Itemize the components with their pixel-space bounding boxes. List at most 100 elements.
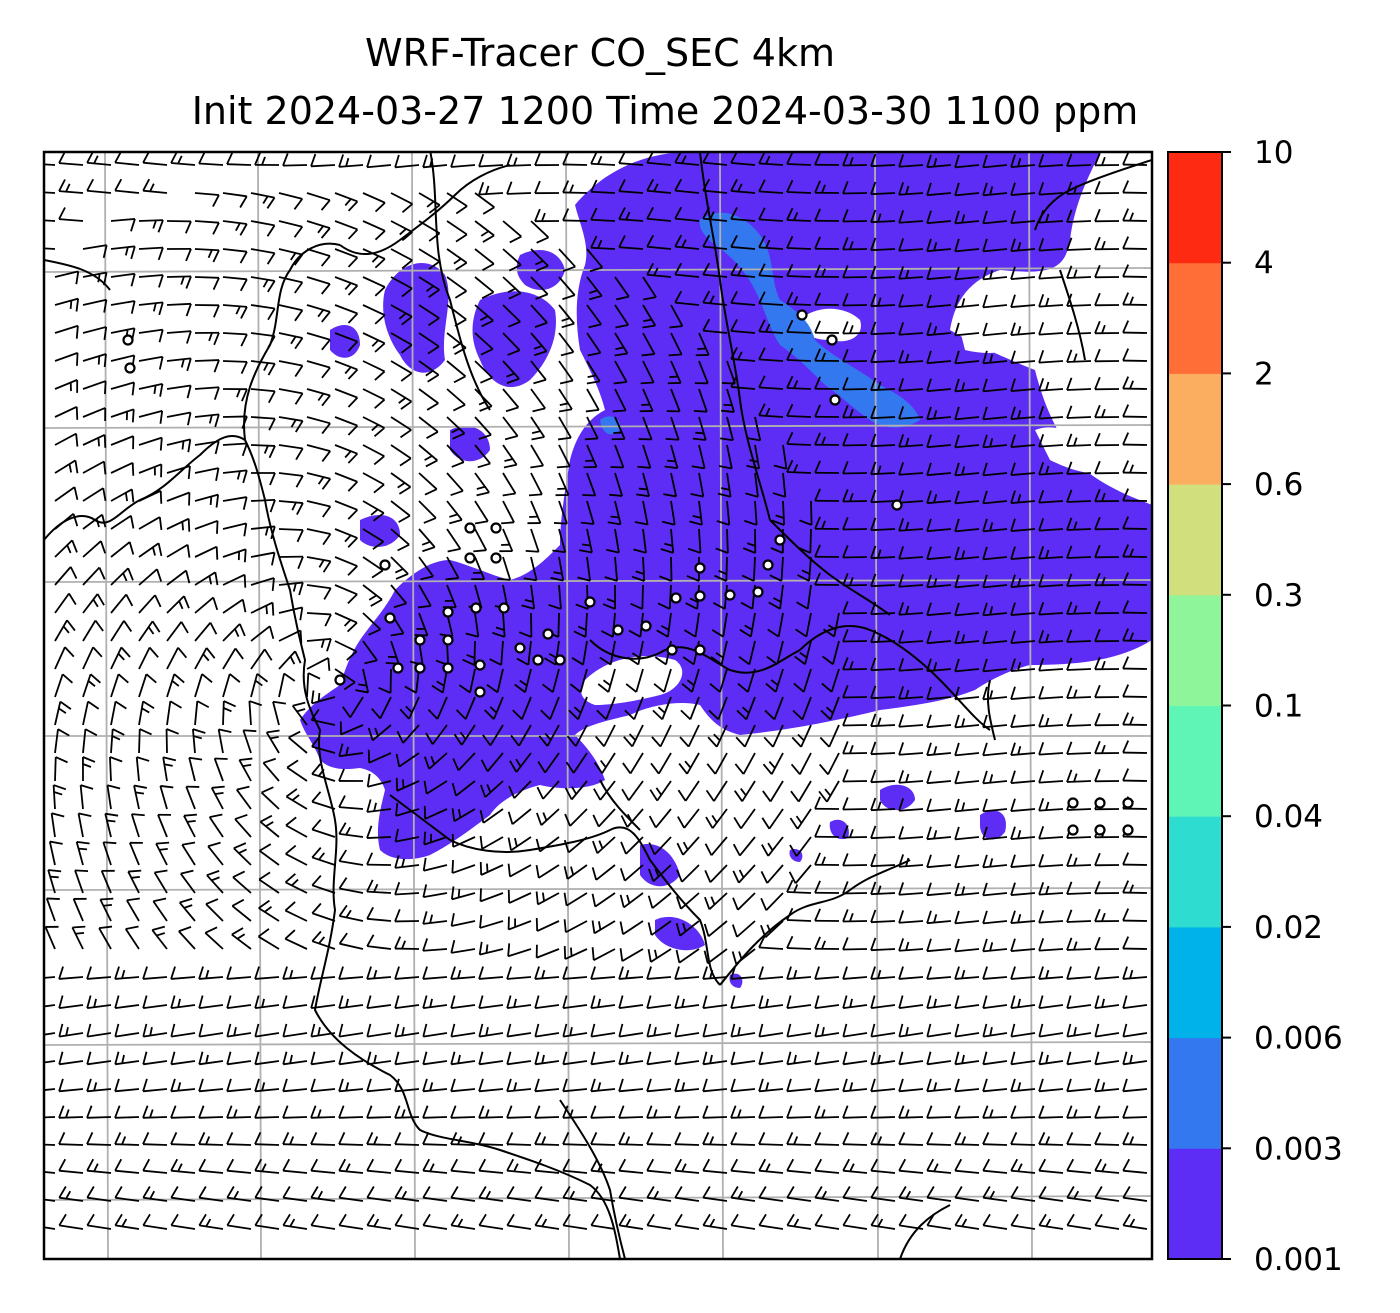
wind-barb xyxy=(1038,602,1064,616)
wind-barb xyxy=(106,784,121,810)
wind-barb xyxy=(683,612,700,638)
wind-barb xyxy=(198,1158,224,1174)
wind-barb xyxy=(338,1213,364,1230)
wind-barb xyxy=(814,404,840,418)
wind-barb xyxy=(580,500,595,525)
wind-barb xyxy=(982,462,1008,477)
wind-barb xyxy=(418,248,440,270)
wind-barb xyxy=(982,546,1008,561)
wind-barb xyxy=(138,489,163,504)
wind-barb xyxy=(954,210,980,225)
wind-barb xyxy=(222,304,248,319)
wind-barb xyxy=(1094,628,1120,643)
wind-barb xyxy=(306,672,321,698)
wind-barb xyxy=(636,472,650,498)
wind-barb xyxy=(870,1078,896,1093)
wind-barb xyxy=(474,276,495,300)
wind-barb xyxy=(674,178,700,194)
wind-barb xyxy=(198,1105,224,1119)
wind-barb xyxy=(226,966,252,980)
wind-barb xyxy=(663,472,678,498)
wind-barb xyxy=(250,416,276,431)
wind-barb xyxy=(954,658,980,673)
wind-barb xyxy=(535,944,560,959)
wind-barb xyxy=(138,728,152,754)
wind-barb xyxy=(138,673,157,698)
wind-barb xyxy=(898,1131,924,1146)
wind-barb xyxy=(390,444,412,467)
wind-barb xyxy=(982,658,1008,673)
wind-barb xyxy=(473,528,488,553)
wind-barb xyxy=(478,153,504,168)
wind-barb xyxy=(618,995,644,1009)
wind-barb xyxy=(396,724,420,744)
wind-barb xyxy=(1010,882,1036,896)
wind-barb xyxy=(577,556,591,582)
wind-barb xyxy=(898,995,924,1009)
wind-barb xyxy=(702,1213,728,1230)
wind-barb xyxy=(114,995,140,1009)
wind-barb xyxy=(506,1078,532,1093)
wind-barb xyxy=(611,416,626,441)
wind-barb xyxy=(58,1051,84,1066)
wind-barb xyxy=(690,472,705,498)
wind-barb xyxy=(1010,350,1036,364)
wind-barb xyxy=(254,152,280,166)
wind-barb xyxy=(44,247,56,250)
wind-barb xyxy=(926,350,952,365)
wind-barb xyxy=(446,248,468,271)
wind-barb xyxy=(982,910,1008,925)
calm-wind-marker xyxy=(442,634,454,646)
wind-barb xyxy=(631,556,646,582)
wind-barb xyxy=(738,640,756,666)
wind-barb xyxy=(282,966,308,980)
wind-barb xyxy=(194,622,218,642)
wind-barb xyxy=(814,264,840,278)
wind-barb xyxy=(674,1051,700,1066)
wind-barb xyxy=(82,433,107,448)
wind-barb xyxy=(1094,348,1120,363)
wind-barb xyxy=(534,966,560,980)
wind-barb xyxy=(660,528,675,554)
wind-barb xyxy=(138,382,164,397)
wind-barb xyxy=(586,304,602,329)
wind-barb xyxy=(898,910,924,924)
coastline-segment xyxy=(559,1099,626,1259)
wind-barb xyxy=(702,995,728,1009)
wind-barb xyxy=(1010,995,1036,1009)
wind-barb xyxy=(110,646,131,670)
wind-barb xyxy=(278,360,304,377)
wind-barb xyxy=(278,444,304,461)
wind-barb xyxy=(534,1051,560,1066)
wind-barb xyxy=(926,714,952,729)
wind-barb xyxy=(506,966,532,980)
calm-wind-marker xyxy=(490,552,502,564)
wind-barb xyxy=(786,1078,812,1093)
wind-barb xyxy=(226,1186,252,1202)
wind-barb xyxy=(282,1131,308,1146)
wind-barb xyxy=(109,756,123,782)
wind-barb xyxy=(512,696,532,720)
wind-barb xyxy=(535,836,560,853)
wind-barb xyxy=(597,668,616,693)
wind-barb xyxy=(618,1105,644,1119)
wind-barb xyxy=(306,472,332,490)
wind-barb xyxy=(306,584,332,600)
wind-barb xyxy=(1038,938,1064,952)
wind-barb xyxy=(799,500,813,526)
wind-barb xyxy=(642,304,657,329)
wind-barb xyxy=(926,1023,952,1038)
wind-barb xyxy=(394,936,420,950)
wind-barb xyxy=(110,514,135,530)
wind-barb xyxy=(1122,995,1148,1009)
wind-barb xyxy=(982,686,1008,701)
wind-barb xyxy=(618,207,644,222)
wind-barb xyxy=(618,966,644,980)
wind-barb xyxy=(394,1186,420,1202)
wind-barb xyxy=(982,1186,1008,1202)
colorbar-segment xyxy=(1168,926,1222,1039)
wind-barb xyxy=(506,181,532,195)
wind-barb xyxy=(579,528,593,554)
wind-barb xyxy=(702,318,728,334)
wind-barb xyxy=(746,444,761,470)
